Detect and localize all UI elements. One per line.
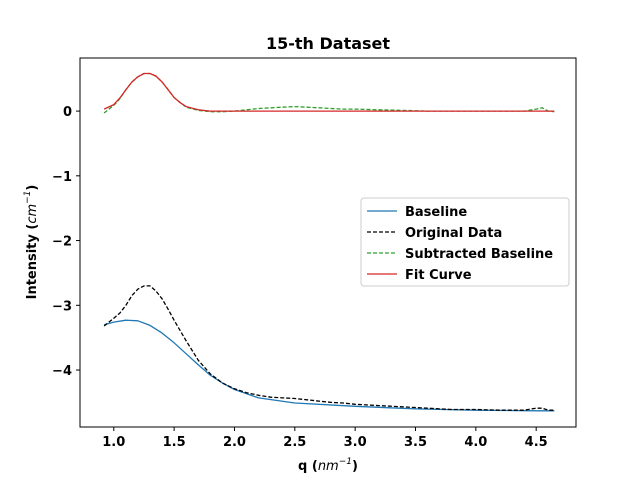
plot-area (79, 57, 577, 428)
legend-label: Subtracted Baseline (405, 247, 553, 262)
x-tick-label: 1.0 (102, 435, 125, 450)
x-tick-label: 3.5 (404, 435, 427, 450)
y-axis: 0 −1 −2 −3 −4 (52, 105, 80, 379)
chart-title: 15-th Dataset (266, 34, 390, 53)
legend-label: Fit Curve (405, 268, 472, 283)
y-tick-label: −3 (52, 299, 72, 314)
series-layer (103, 72, 555, 412)
x-tick-label: 2.5 (283, 435, 306, 450)
y-tick-label: −1 (52, 170, 72, 185)
series-line-baseline (103, 319, 555, 412)
legend: Baseline Original Data Subtracted Baseline… (360, 197, 570, 287)
series-line-original-data (103, 285, 555, 411)
legend-label: Original Data (405, 226, 502, 241)
y-tick-label: 0 (63, 105, 72, 120)
x-tick-label: 2.0 (223, 435, 246, 450)
series-line-fit-curve (103, 72, 555, 112)
x-tick-label: 4.5 (525, 435, 548, 450)
x-tick-label: 1.5 (163, 435, 186, 450)
y-axis-label: Intensity (cm−1) (23, 185, 40, 300)
x-tick-label: 4.0 (464, 435, 487, 450)
plot-frame (79, 57, 577, 428)
x-tick-label: 3.0 (344, 435, 367, 450)
legend-label: Baseline (405, 205, 467, 220)
legend-box (360, 197, 570, 287)
x-axis-label: q (nm−1) (298, 457, 358, 474)
y-tick-label: −2 (52, 235, 72, 250)
y-tick-label: −4 (52, 364, 72, 379)
x-axis: 1.0 1.5 2.0 2.5 3.0 3.5 4.0 4.5 (102, 427, 548, 450)
